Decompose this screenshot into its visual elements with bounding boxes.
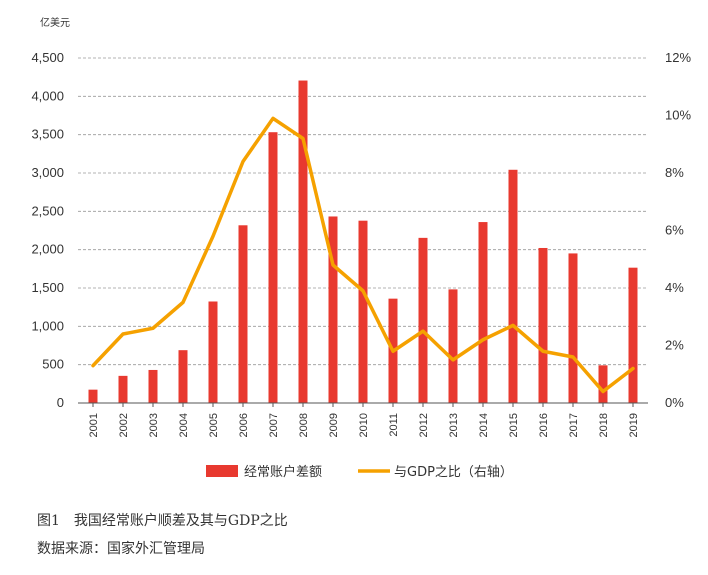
x-tick-label-2007: 2007 [268, 413, 280, 437]
left-y-tick-label: 1,500 [31, 280, 64, 295]
x-tick-label-2005: 2005 [208, 413, 220, 437]
bar-2001 [88, 389, 98, 403]
x-tick-label-2018: 2018 [598, 413, 610, 437]
left-y-tick-label: 0 [57, 395, 64, 410]
right-y-tick-label: 6% [665, 223, 684, 238]
x-tick-label-2011: 2011 [388, 413, 400, 437]
legend-line-label: 与GDP之比（右轴） [394, 465, 513, 480]
right-y-tick-label: 10% [665, 108, 691, 123]
left-y-tick-label: 3,000 [31, 165, 64, 180]
bar-2017 [568, 253, 578, 403]
figure-caption: 图1 我国经常账户顺差及其与GDP之比 [37, 513, 288, 529]
left-y-axis: 0 500 1,000 1,500 2,000 2,500 3,000 3,500 4,000 4… [31, 50, 64, 410]
x-tick-label-2004: 2004 [178, 413, 190, 437]
x-tick-label-2009: 2009 [328, 413, 340, 437]
gridlines [78, 57, 648, 366]
bar-2003 [148, 369, 158, 403]
bar-2009 [328, 216, 338, 403]
legend-bar-swatch [206, 465, 238, 477]
right-y-tick-label: 0% [665, 395, 684, 410]
bar-2004 [178, 350, 188, 403]
x-tick-label-2012: 2012 [418, 413, 430, 437]
left-y-tick-label: 2,500 [31, 203, 64, 218]
x-tick-label-2002: 2002 [118, 413, 130, 437]
left-y-tick-label: 1,000 [31, 318, 64, 333]
source-caption: 数据来源：国家外汇管理局 [37, 541, 205, 557]
right-y-tick-label: 2% [665, 338, 684, 353]
left-y-tick-label: 3,500 [31, 127, 64, 142]
chart: 亿美元 0 500 1,000 1,500 2,000 2,500 3,000 3,500 4,… [31, 16, 691, 480]
right-y-axis: 0% 2% 4% 6% 8% 10% 12% [665, 50, 691, 410]
x-tick-label-2017: 2017 [568, 413, 580, 437]
bar-2013 [448, 289, 458, 403]
left-y-tick-label: 500 [42, 357, 64, 372]
left-axis-unit-label: 亿美元 [40, 16, 70, 29]
left-y-tick-label: 4,000 [31, 88, 64, 103]
x-tick-label-2001: 2001 [88, 413, 100, 437]
x-tick-label-2008: 2008 [298, 413, 310, 437]
x-axis: 2001 2002 2003 2004 2005 2006 2007 2008 2009 2010… [78, 402, 648, 437]
x-tick-label-2016: 2016 [538, 413, 550, 437]
right-y-tick-label: 8% [665, 165, 684, 180]
line-series [91, 116, 635, 394]
bar-2019 [628, 267, 638, 403]
x-tick-label-2014: 2014 [478, 413, 490, 437]
bar-2014 [478, 222, 488, 403]
bar-2016 [538, 247, 548, 403]
legend: 经常账户差额 与GDP之比（右轴） [206, 464, 513, 480]
x-tick-label-2010: 2010 [358, 413, 370, 437]
right-y-tick-label: 12% [665, 50, 691, 65]
left-y-tick-label: 2,000 [31, 242, 64, 257]
x-tick-label-2019: 2019 [628, 413, 640, 437]
bar-2008 [298, 80, 308, 403]
bar-2002 [118, 375, 128, 403]
left-y-tick-label: 4,500 [31, 50, 64, 65]
x-tick-label-2006: 2006 [238, 413, 250, 437]
x-tick-label-2013: 2013 [448, 413, 460, 437]
bar-2006 [238, 225, 248, 403]
x-tick-label-2003: 2003 [148, 413, 160, 437]
bar-2012 [418, 237, 428, 403]
bar-2018 [598, 365, 608, 403]
x-tick-label-2015: 2015 [508, 413, 520, 437]
legend-bar-label: 经常账户差额 [244, 464, 322, 480]
right-y-tick-label: 4% [665, 280, 684, 295]
bar-2007 [268, 132, 278, 404]
bar-2005 [208, 301, 218, 403]
bar-2015 [508, 169, 518, 403]
bar-2010 [358, 220, 368, 403]
